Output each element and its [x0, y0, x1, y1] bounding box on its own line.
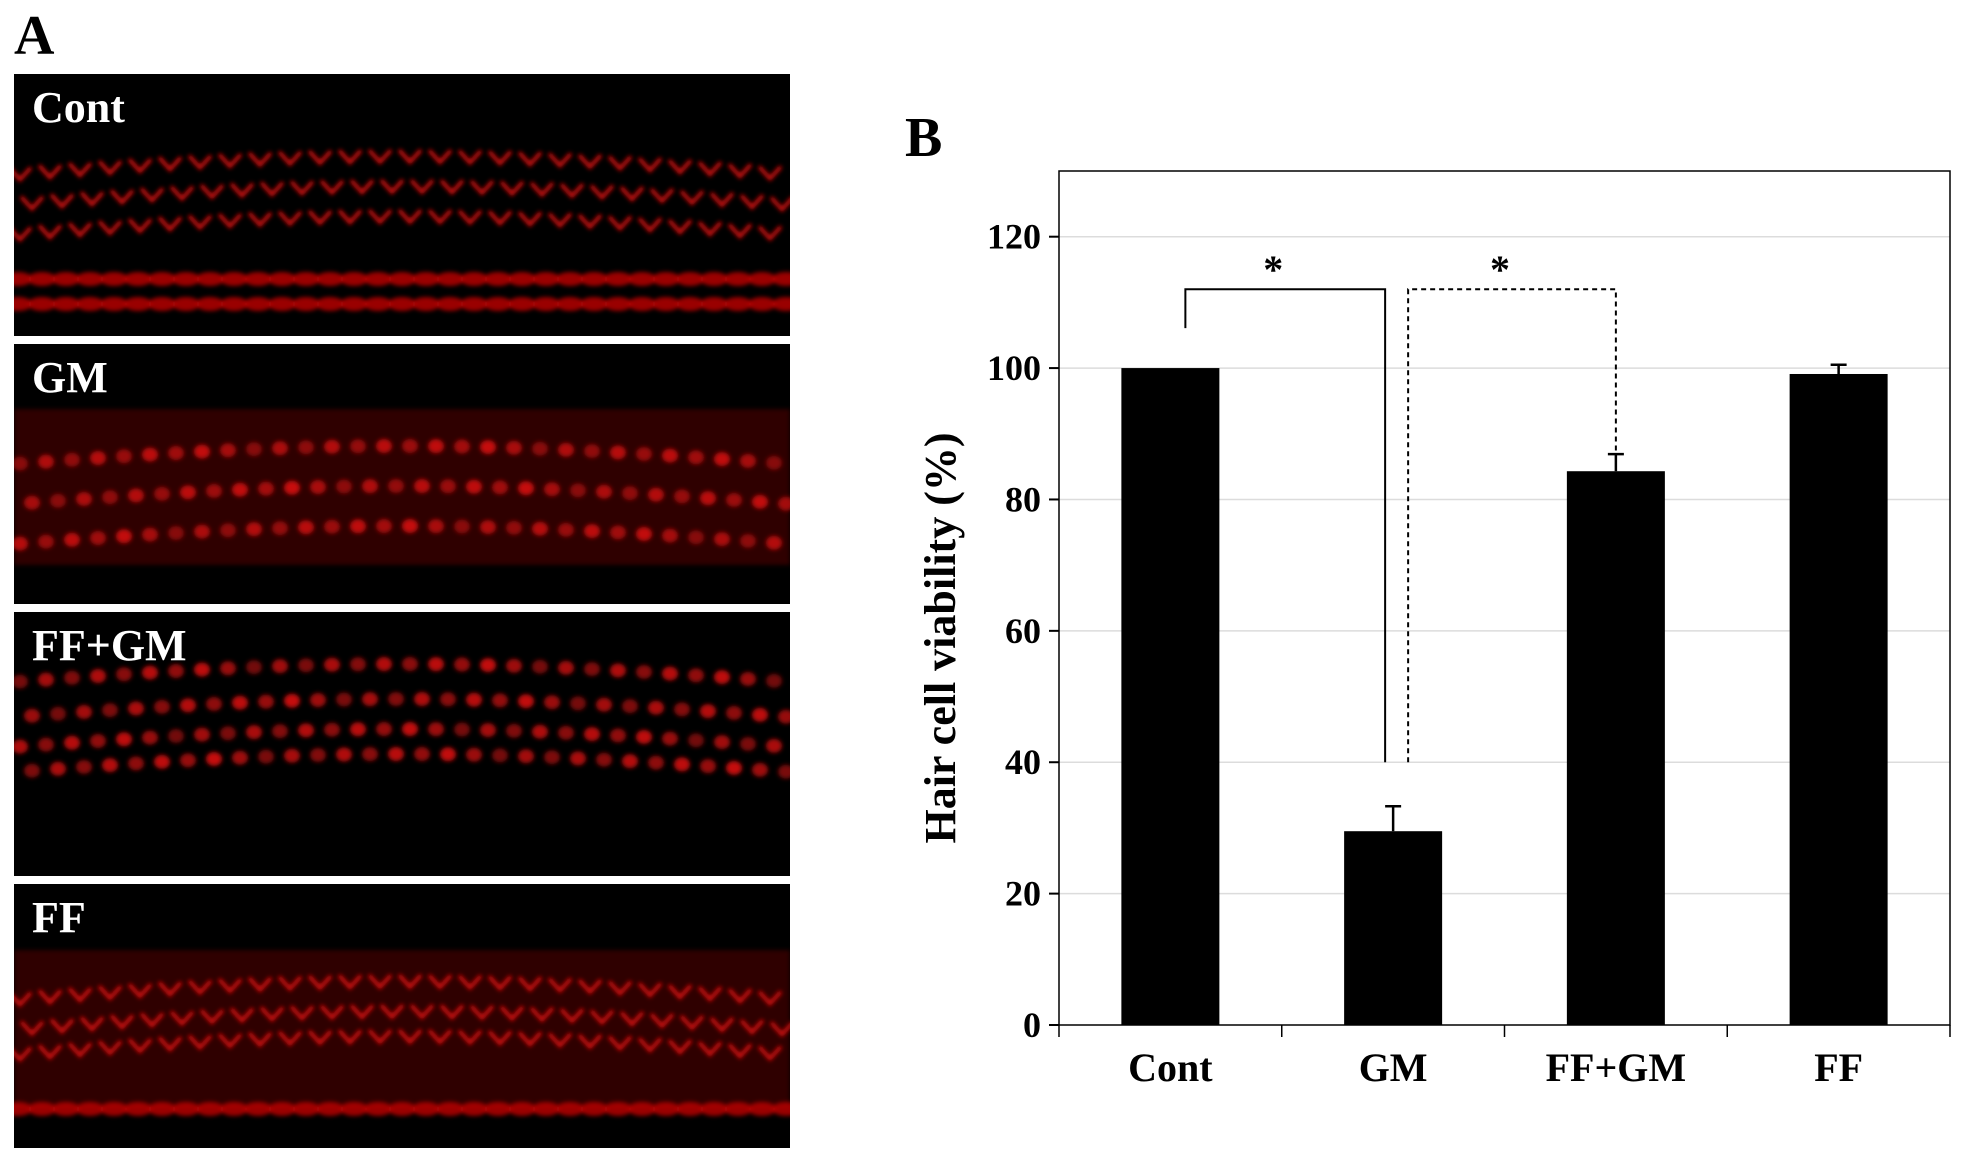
y-tick-label: 20 [1005, 874, 1041, 914]
micrograph-cont-image [14, 148, 790, 311]
panel-a-letter: A [14, 5, 55, 67]
micrograph-ff-image [14, 950, 790, 1116]
bar-gm [1344, 831, 1443, 1025]
significance-label: * [1263, 247, 1283, 292]
y-tick-label: 0 [1023, 1005, 1041, 1045]
y-tick-label: 40 [1005, 742, 1041, 782]
micrograph-label-cont: Cont [32, 83, 125, 132]
significance-label: * [1490, 247, 1510, 292]
x-tick-label: GM [1359, 1045, 1428, 1090]
significance-bracket [1407, 288, 1617, 763]
micrograph-label-gm: GM [32, 353, 108, 402]
bar-ff [1789, 373, 1888, 1025]
significance-bracket [1184, 288, 1387, 763]
bar-cont [1121, 368, 1220, 1026]
y-tick-label: 120 [987, 217, 1041, 257]
panel-b-letter: B [905, 107, 943, 169]
x-tick-label: FF+GM [1546, 1045, 1687, 1090]
micrograph-label-ff: FF [32, 893, 86, 942]
micrograph-gm-image [14, 409, 790, 565]
x-tick-label: Cont [1128, 1045, 1213, 1090]
micrograph-cont: Cont [14, 74, 790, 336]
micrograph-ff-gm: FF+GM [14, 612, 790, 876]
micrograph-ff-gm-image [14, 657, 790, 779]
y-tick-label: 100 [987, 348, 1041, 388]
y-tick-label: 80 [1005, 479, 1041, 519]
x-tick-label: FF [1814, 1045, 1863, 1090]
y-axis-label: Hair cell viability (%) [916, 432, 965, 843]
y-tick-label: 60 [1005, 611, 1041, 651]
bar-ff-gm [1566, 471, 1665, 1025]
micrograph-label-ff-gm: FF+GM [32, 621, 187, 670]
micrograph-ff: FF [14, 884, 790, 1148]
micrograph-gm: GM [14, 344, 790, 604]
